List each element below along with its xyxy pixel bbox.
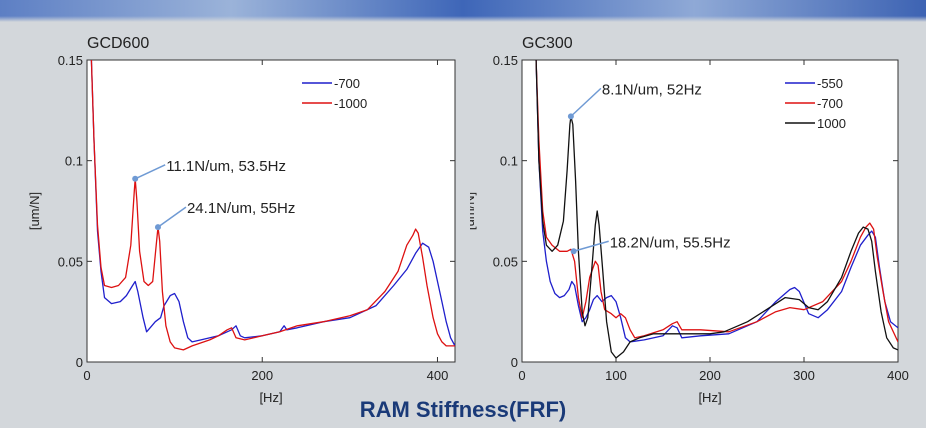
y-tick-label: 0 (511, 355, 518, 370)
chart-panel-gc300: GC300 0 0.05 0.1 0.15 0 100 200 300 400 [Hz] [um/N]… (470, 28, 920, 408)
chart-gc300: GC300 0 0.05 0.1 0.15 0 100 200 300 400 [Hz] [um/N]… (470, 35, 909, 405)
x-axis-label: [Hz] (698, 390, 721, 405)
annotation-label: 18.2N/um, 55.5Hz (610, 234, 731, 251)
annotation-marker (570, 248, 577, 255)
x-tick-label: 100 (605, 368, 627, 383)
page-caption: RAM Stiffness(FRF) (359, 397, 567, 422)
series-line-700 (535, 60, 898, 343)
x-tick-label: 0 (83, 368, 90, 383)
x-tick-label: 400 (427, 368, 449, 383)
y-tick-label: 0.15 (493, 53, 518, 68)
annotation-label: 24.1N/um, 55Hz (187, 200, 295, 217)
annotation-marker (154, 224, 161, 231)
series-line-700 (90, 60, 455, 347)
x-tick-label: 0 (518, 368, 525, 383)
x-tick-label: 200 (251, 368, 273, 383)
y-tick-label: 0.1 (65, 154, 83, 169)
x-tick-label: 400 (887, 368, 909, 383)
plot-area (86, 59, 456, 363)
legend-label: -700 (817, 96, 843, 111)
series-group (90, 60, 455, 351)
chart-panel-gcd600: GCD600 0 0.05 0.1 0.15 0 200 400 [Hz] [um/N] -700 -… (10, 28, 465, 408)
annotation-marker (132, 175, 139, 182)
annotation-leader (573, 240, 609, 252)
y-tick-label: 0 (76, 355, 83, 370)
legend-label: -550 (817, 76, 843, 91)
annotation-leader (157, 206, 187, 228)
header-band (0, 0, 926, 22)
annotation-label: 11.1N/um, 53.5Hz (166, 158, 286, 175)
annotation-marker (567, 113, 574, 120)
y-tick-label: 0.05 (58, 254, 83, 269)
y-tick-label: 0.15 (58, 53, 83, 68)
plot-area (521, 59, 899, 363)
chart-title: GC300 (522, 35, 573, 52)
series-line-1000 (90, 60, 455, 351)
annotation-label: 8.1N/um, 52Hz (602, 81, 702, 98)
x-tick-label: 300 (793, 368, 815, 383)
x-tick-label: 200 (699, 368, 721, 383)
chart-gcd600: GCD600 0 0.05 0.1 0.15 0 200 400 [Hz] [um/N] -700 -… (27, 35, 456, 405)
legend-label: 1000 (817, 116, 846, 131)
annotation-leader (134, 164, 166, 180)
legend-label: -1000 (334, 96, 367, 111)
y-axis-label: [um/N] (470, 192, 477, 230)
y-axis-label: [um/N] (27, 192, 42, 230)
series-line-550 (535, 60, 898, 343)
annotation-leader (570, 87, 602, 117)
y-tick-label: 0.05 (493, 254, 518, 269)
series-group (535, 60, 898, 359)
y-tick-label: 0.1 (500, 154, 518, 169)
series-line-1000 (535, 60, 898, 359)
chart-title: GCD600 (87, 35, 149, 52)
x-axis-label: [Hz] (259, 390, 282, 405)
legend-label: -700 (334, 76, 360, 91)
